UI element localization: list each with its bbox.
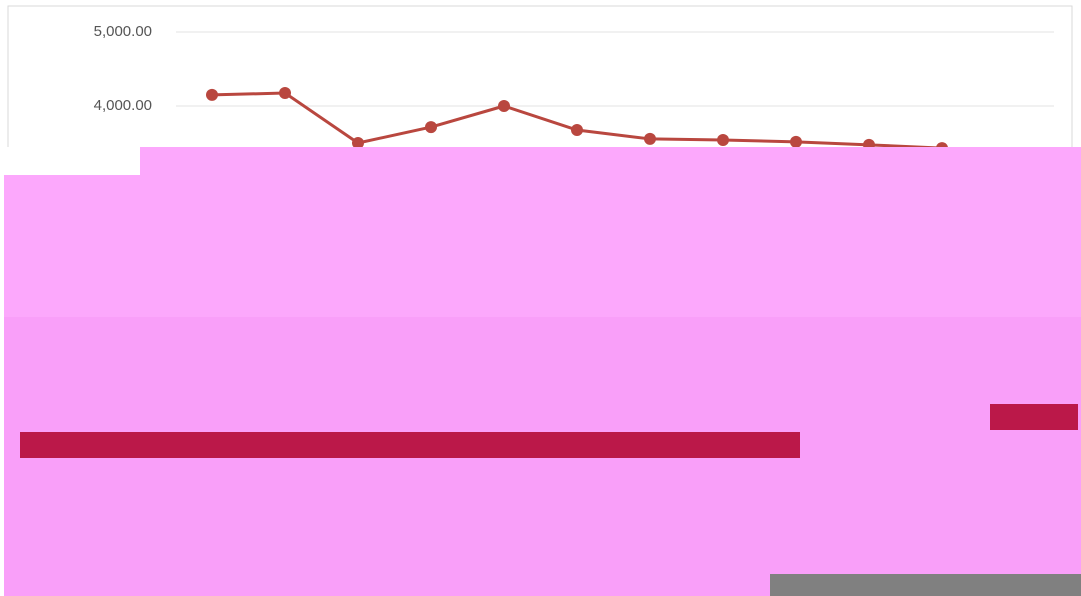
overlay-noise (990, 404, 1078, 430)
data-point (352, 137, 364, 149)
data-point (790, 135, 802, 148)
data-point (425, 121, 437, 134)
plot-area: 4,000.00 5,000.00 (94, 23, 1054, 155)
data-point (644, 132, 656, 145)
data-point (498, 100, 510, 112)
overlay-noise (20, 432, 800, 458)
data-point (571, 124, 583, 137)
y-tick-label: 5,000.00 (94, 23, 152, 40)
data-point (717, 134, 729, 147)
corrupted-overlay (4, 147, 1081, 596)
data-point (206, 88, 218, 101)
y-tick-label: 4,000.00 (94, 97, 152, 114)
overlay-gap (4, 147, 140, 175)
data-point (279, 87, 291, 100)
overlay-block (770, 574, 1081, 596)
